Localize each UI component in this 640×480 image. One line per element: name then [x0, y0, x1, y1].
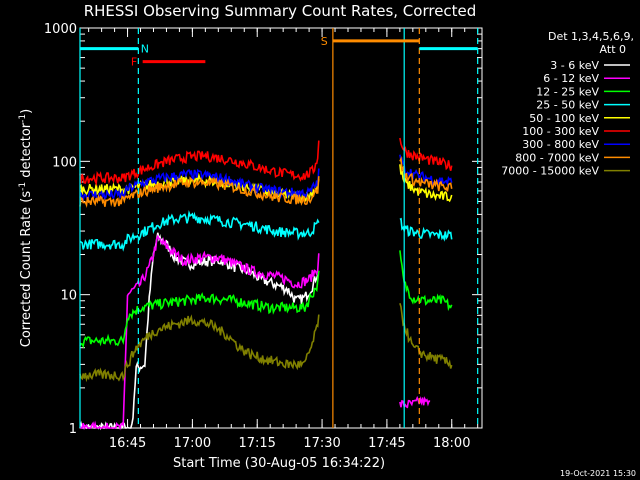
flag-label: F [131, 56, 137, 69]
timestamp: 19-Oct-2021 15:30 [560, 469, 636, 478]
legend-label: 7000 - 15000 keV [501, 165, 599, 178]
series-line [399, 164, 453, 203]
legend-header-1: Det 1,3,4,5,6,9, [548, 30, 634, 43]
x-tick-label: 18:00 [433, 436, 470, 451]
y-tick-label: 10 [60, 289, 77, 304]
x-tick-label: 17:45 [368, 436, 405, 451]
y-tick-label: 1 [69, 422, 77, 437]
event-lines [79, 28, 479, 428]
series-line [79, 172, 320, 204]
legend-label: 100 - 300 keV [522, 125, 599, 138]
series-line [399, 155, 453, 192]
legend-label: 3 - 6 keV [550, 59, 599, 72]
series-line [399, 137, 453, 171]
flag-bars: NF S [80, 35, 478, 69]
flag-label: N [141, 43, 149, 56]
x-tick-label: 17:00 [174, 436, 211, 451]
legend-label: 6 - 12 keV [543, 72, 599, 85]
series-line [79, 234, 320, 431]
flag-label: S [321, 35, 328, 48]
x-axis: 16:45 17:00 17:15 17:30 17:45 18:00 [88, 28, 479, 451]
series-line [79, 270, 320, 349]
y-tick-label: 100 [52, 155, 77, 170]
series-line [399, 395, 431, 409]
series-group [79, 137, 453, 431]
series-line [399, 303, 453, 369]
x-tick-label: 17:30 [303, 436, 340, 451]
x-tick-label: 16:45 [109, 436, 146, 451]
legend-label: 25 - 50 keV [536, 99, 599, 112]
legend-label: 300 - 800 keV [522, 138, 599, 151]
series-line [79, 314, 320, 383]
series-line [399, 250, 453, 312]
legend-label: 12 - 25 keV [536, 85, 599, 98]
series-line [79, 140, 320, 187]
legend-label: 800 - 7000 keV [515, 151, 599, 164]
series-line [79, 168, 320, 203]
legend-label: 50 - 100 keV [529, 112, 599, 125]
y-axis-label: Corrected Count Rate (s-1 detector-1) [18, 109, 34, 347]
x-tick-label: 17:15 [238, 436, 275, 451]
chart-title: RHESSI Observing Summary Count Rates, Co… [84, 2, 477, 20]
legend-header-2: Att 0 [600, 43, 626, 56]
series-line [79, 176, 320, 208]
y-tick-label: 1000 [44, 22, 77, 37]
series-line [399, 217, 453, 242]
series-line [399, 154, 453, 187]
series-line [79, 232, 319, 431]
y-axis: 1 10 100 1000 [44, 22, 482, 437]
series-line [79, 209, 320, 252]
x-axis-label: Start Time (30-Aug-05 16:34:22) [173, 456, 385, 471]
